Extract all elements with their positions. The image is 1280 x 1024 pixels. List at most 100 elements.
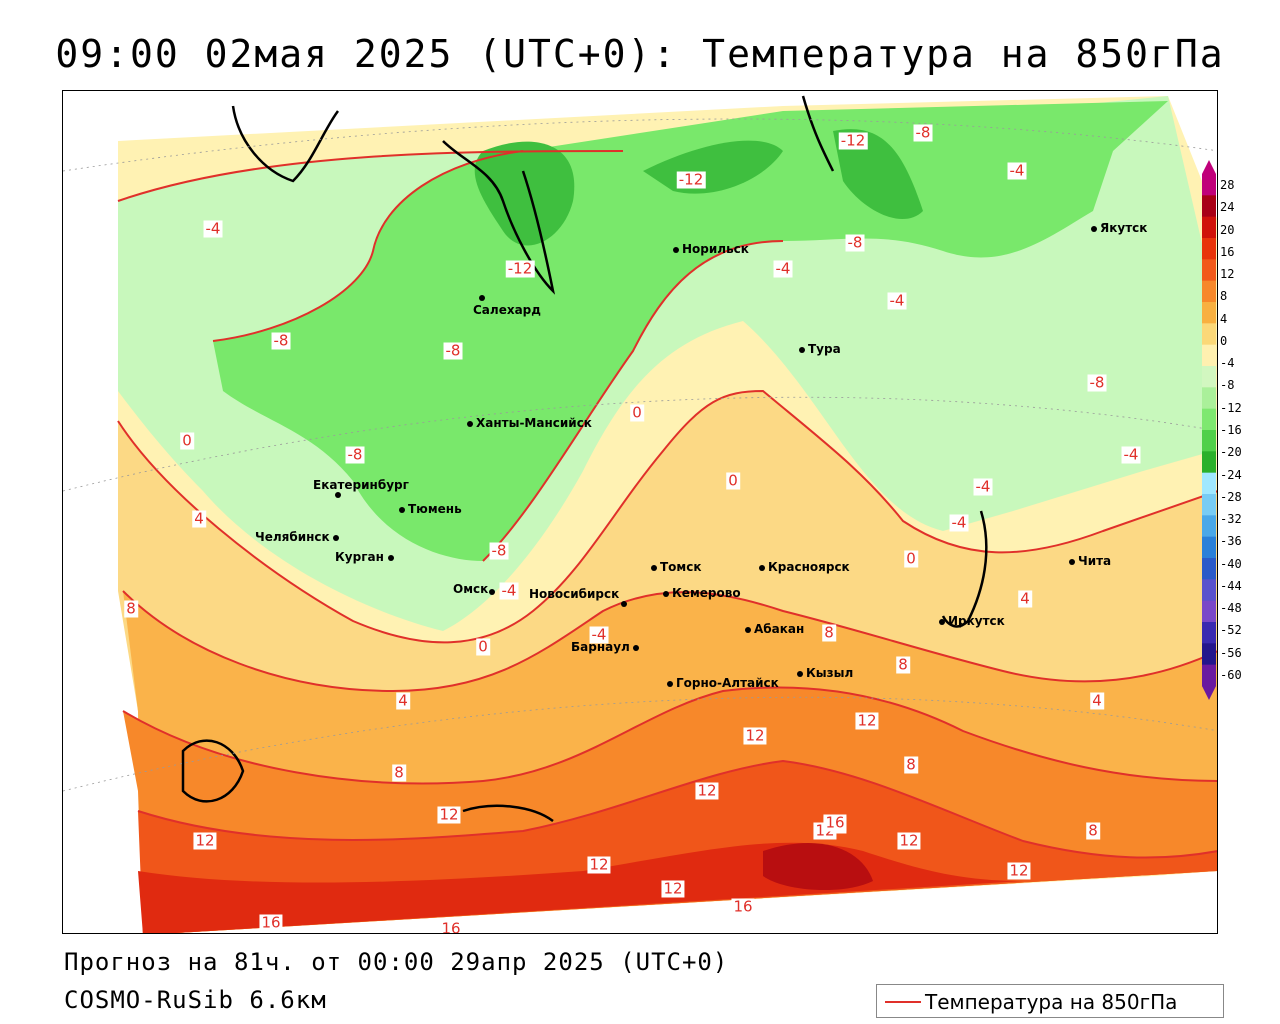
contour-label: -4	[203, 219, 223, 238]
map-canvas	[63, 95, 1217, 933]
city-dot	[387, 554, 394, 561]
contour-label: -8	[271, 331, 291, 350]
contour-label: 0	[180, 431, 194, 450]
contour-label: 8	[124, 599, 138, 618]
colorbar-svg	[1202, 160, 1216, 700]
city-novosibirsk: Новосибирск	[529, 587, 620, 601]
model-name: COSMO-RuSib 6.6км	[64, 986, 327, 1014]
colorbar-tick-label: -20	[1220, 445, 1242, 460]
zone-minus8	[213, 101, 1168, 561]
colorbar-tick-label: -44	[1220, 578, 1242, 593]
colorbar-arrow-bottom	[1202, 686, 1216, 700]
contour-label: 0	[630, 403, 644, 422]
contour-label: 16	[731, 897, 755, 916]
city-dot	[663, 590, 669, 597]
city-dot	[797, 670, 803, 677]
city-dot	[939, 618, 945, 625]
colorbar-arrow-top	[1202, 160, 1216, 174]
contour-label: 12	[897, 831, 921, 850]
city-salekhard	[479, 290, 488, 304]
colorbar-cell	[1202, 259, 1216, 282]
contour-label: 12	[743, 726, 767, 745]
city-yakutsk: Якутск	[1091, 221, 1147, 235]
colorbar-cell	[1202, 408, 1216, 431]
contour-label: -8	[489, 541, 509, 560]
colorbar-tick-label: -8	[1220, 378, 1235, 393]
contour-label: -8	[443, 341, 463, 360]
forecast-info: Прогноз на 81ч. от 00:00 29апр 2025 (UTC…	[64, 948, 729, 976]
colorbar-tick-label: -28	[1220, 489, 1242, 504]
zone-20	[763, 842, 873, 891]
city-chita: Чита	[1069, 554, 1111, 568]
contour-label: 4	[396, 691, 410, 710]
city-salekhard-label: Салехард	[473, 303, 541, 317]
colorbar-cell	[1202, 558, 1216, 580]
legend-line	[885, 1001, 921, 1003]
city-dot	[745, 626, 751, 633]
city-khanty-mansiysk: Ханты-Мансийск	[467, 416, 592, 430]
contour-label: 8	[904, 755, 918, 774]
contour-label: -4	[973, 477, 993, 496]
city-yekaterinburg-label: Екатеринбург	[313, 478, 409, 492]
zone-minus12-ne	[833, 129, 923, 220]
colorbar-cell	[1202, 344, 1216, 367]
colorbar-tick-label: -16	[1220, 423, 1242, 437]
colorbar-tick-label: 24	[1220, 200, 1235, 215]
contour-label: -8	[345, 445, 365, 464]
contour-label: 12	[695, 781, 719, 800]
city-dot	[667, 680, 673, 687]
colorbar-cell	[1202, 323, 1216, 346]
city-dot	[651, 564, 657, 571]
contour-label: 12	[587, 855, 611, 874]
colorbar-cell	[1202, 600, 1216, 623]
contour-label: 8	[822, 623, 836, 642]
city-dot	[673, 246, 679, 253]
colorbar-tick-label: 12	[1220, 267, 1235, 282]
colorbar-cell	[1202, 622, 1216, 644]
city-barnaul: Барнаул	[571, 640, 642, 654]
city-dot	[799, 346, 805, 353]
city-omsk-dot	[489, 584, 498, 598]
colorbar-tick-label: -48	[1220, 601, 1242, 616]
colorbar-cell	[1202, 302, 1216, 324]
city-kurgan: Курган	[335, 550, 397, 564]
colorbar-cell	[1202, 366, 1216, 388]
colorbar-cell	[1202, 664, 1216, 687]
contour-label: -8	[845, 233, 865, 252]
city-abakan: Абакан	[745, 622, 804, 636]
contour-label: -4	[773, 259, 793, 278]
city-dot	[399, 506, 405, 513]
colorbar-cell	[1202, 472, 1216, 495]
colorbar	[1202, 160, 1216, 704]
contour-label: -12	[838, 131, 868, 150]
colorbar-tick-label: -56	[1220, 645, 1242, 660]
colorbar-cell	[1202, 451, 1216, 474]
map-title: 09:00 02мая 2025 (UTC+0): Температура на…	[55, 32, 1225, 76]
contour-label: 8	[1086, 821, 1100, 840]
colorbar-tick-label: -52	[1220, 623, 1242, 638]
coastlines	[181, 95, 988, 823]
contour-label: 4	[1018, 589, 1032, 608]
city-dot	[1069, 558, 1075, 565]
colorbar-tick-label: 20	[1220, 222, 1235, 237]
contour-label: 4	[1090, 691, 1104, 710]
colorbar-cell	[1202, 536, 1216, 559]
colorbar-cell	[1202, 643, 1216, 666]
contour-label: -4	[949, 513, 969, 532]
colorbar-tick-label: -4	[1220, 356, 1235, 371]
colorbar-cell	[1202, 494, 1216, 516]
contour-label: -12	[505, 259, 535, 278]
temperature-map[interactable]: Норильск Якутск Салехард Тура Ханты-Манс…	[62, 90, 1218, 934]
city-omsk: Омск	[453, 582, 489, 596]
colorbar-cell	[1202, 430, 1216, 452]
contour-label: -8	[1087, 373, 1107, 392]
city-dot	[621, 600, 627, 607]
city-yekaterinburg	[335, 487, 344, 501]
colorbar-cell	[1202, 174, 1216, 196]
contour-label: -12	[676, 170, 706, 189]
colorbar-cell	[1202, 579, 1216, 602]
city-tura: Тура	[799, 342, 841, 356]
contour-label: 4	[192, 509, 206, 528]
contour-label: 8	[392, 763, 406, 782]
city-dot	[479, 294, 485, 301]
